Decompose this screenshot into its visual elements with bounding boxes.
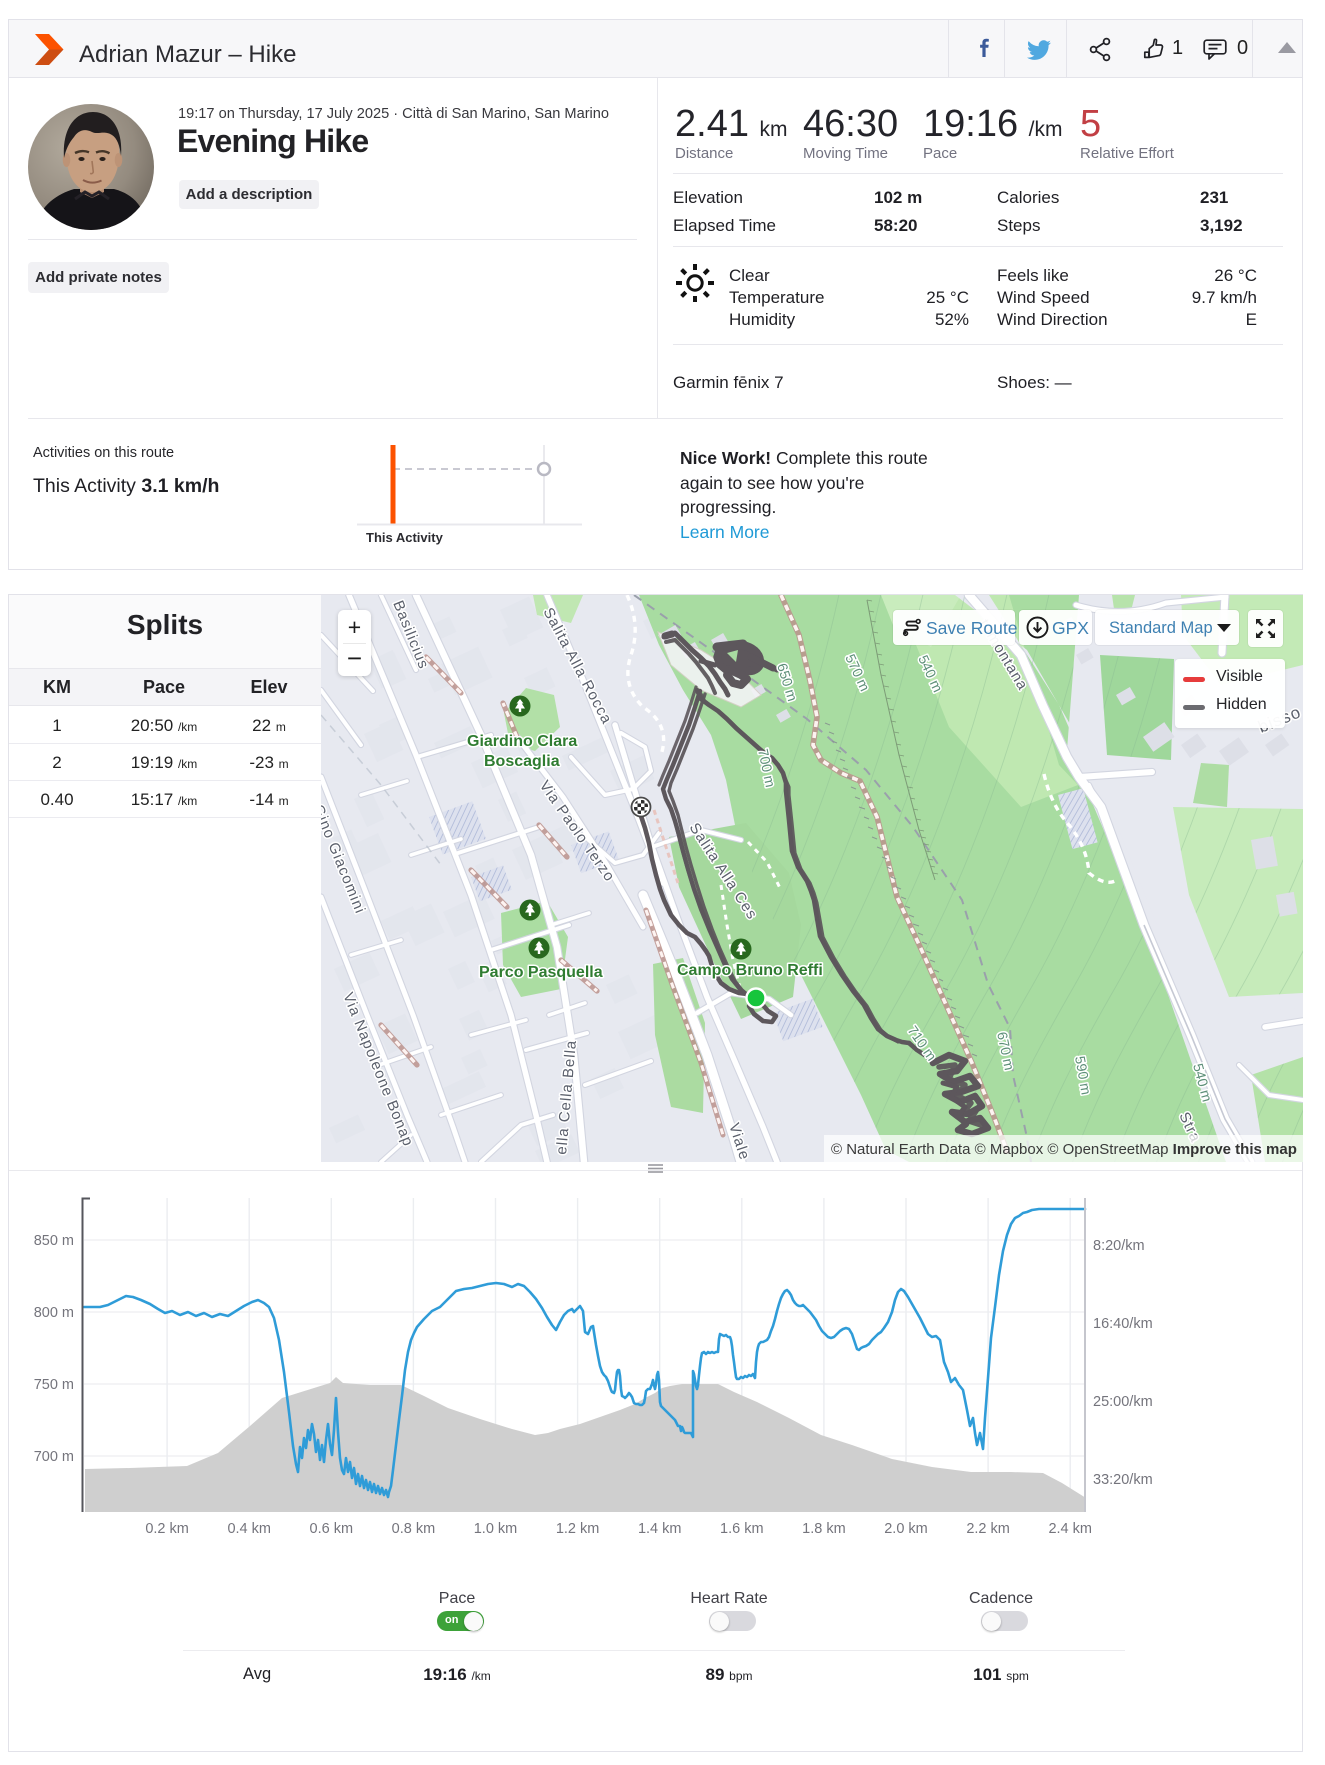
svg-text:700 m: 700 m [34,1449,74,1465]
svg-text:Parco Pasquella: Parco Pasquella [479,964,603,981]
svg-text:0.6 km: 0.6 km [310,1521,354,1537]
svg-text:0.8 km: 0.8 km [392,1521,436,1537]
svg-text:750 m: 750 m [34,1377,74,1393]
svg-text:2.4 km: 2.4 km [1048,1521,1092,1537]
svg-text:1.8 km: 1.8 km [802,1521,846,1537]
svg-text:800 m: 800 m [34,1305,74,1321]
svg-text:33:20/km: 33:20/km [1093,1472,1153,1488]
svg-text:Boscaglia: Boscaglia [484,753,560,770]
svg-text:1.4 km: 1.4 km [638,1521,682,1537]
svg-text:25:00/km: 25:00/km [1093,1394,1153,1410]
svg-text:8:20/km: 8:20/km [1093,1238,1145,1254]
svg-text:1.2 km: 1.2 km [556,1521,600,1537]
svg-text:16:40/km: 16:40/km [1093,1316,1153,1332]
svg-text:Giardino Clara: Giardino Clara [467,733,577,750]
svg-text:This Activity: This Activity [366,530,444,545]
svg-text:0.2 km: 0.2 km [145,1521,189,1537]
svg-text:1.6 km: 1.6 km [720,1521,764,1537]
svg-text:700 m: 700 m [755,747,779,788]
svg-text:© Natural Earth Data © Mapbox: © Natural Earth Data © Mapbox © OpenStre… [831,1141,1297,1158]
svg-text:0.4 km: 0.4 km [227,1521,271,1537]
svg-text:1.0 km: 1.0 km [474,1521,518,1537]
svg-text:2.2 km: 2.2 km [966,1521,1010,1537]
svg-text:2.0 km: 2.0 km [884,1521,928,1537]
svg-text:Campo Bruno Reffi: Campo Bruno Reffi [677,962,823,979]
svg-text:850 m: 850 m [34,1233,74,1249]
